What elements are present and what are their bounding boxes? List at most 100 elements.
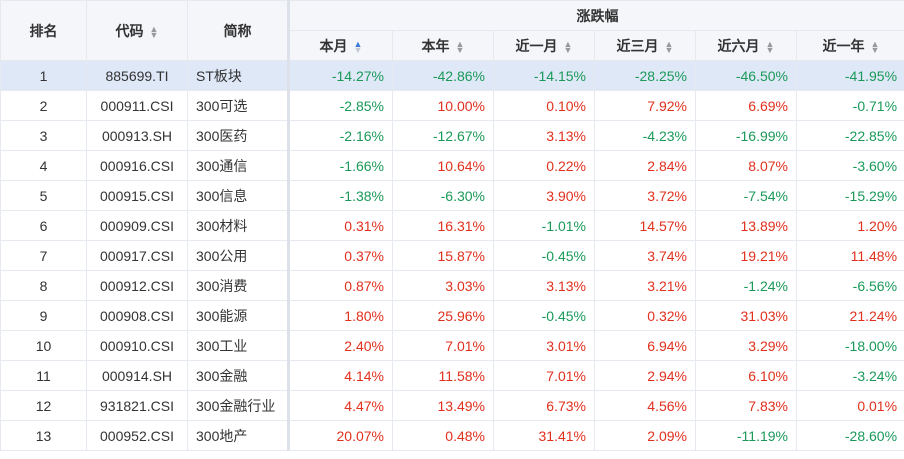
change-cell: -4.23%	[594, 120, 696, 151]
change-cell: -15.29%	[795, 180, 904, 211]
name-cell[interactable]: 300金融	[187, 360, 289, 391]
change-cell: 2.09%	[594, 420, 696, 451]
header-period-3[interactable]: 近三月 ▲ ▼	[594, 30, 696, 61]
code-cell[interactable]: 000914.SH	[86, 360, 188, 391]
change-cell: 7.01%	[392, 330, 494, 361]
change-cell: 7.92%	[594, 90, 696, 121]
sort-icon[interactable]: ▲ ▼	[455, 38, 465, 55]
change-cell: 8.07%	[695, 150, 797, 181]
header-rank-label: 排名	[29, 22, 58, 39]
code-cell[interactable]: 000913.SH	[86, 120, 188, 151]
name-cell[interactable]: 300金融行业	[187, 390, 289, 421]
sort-icon[interactable]: ▲ ▼	[353, 38, 363, 55]
change-cell: 0.48%	[392, 420, 494, 451]
header-period-5[interactable]: 近一年 ▲ ▼	[795, 30, 904, 61]
name-cell[interactable]: 300信息	[187, 180, 289, 211]
sort-icon[interactable]: ▲ ▼	[765, 38, 775, 55]
code-cell[interactable]: 000910.CSI	[86, 330, 188, 361]
table-row[interactable]: 12 931821.CSI 300金融行业 4.47% 13.49% 6.73% 4.56%…	[0, 390, 904, 421]
name-cell[interactable]: 300医药	[187, 120, 289, 151]
code-cell[interactable]: 000917.CSI	[86, 240, 188, 271]
rank-cell: 3	[0, 120, 87, 151]
change-cell: 6.69%	[695, 90, 797, 121]
table-row[interactable]: 10 000910.CSI 300工业 2.40% 7.01% 3.01% 6.94% 3.2…	[0, 330, 904, 361]
change-cell: 0.37%	[287, 240, 393, 271]
table-row[interactable]: 2 000911.CSI 300可选 -2.85% 10.00% 0.10% 7.92% 6.…	[0, 90, 904, 121]
change-cell: -28.25%	[594, 60, 696, 91]
header-period-1[interactable]: 本年 ▲ ▼	[392, 30, 494, 61]
rank-cell: 4	[0, 150, 87, 181]
header-period-label: 近一年	[822, 37, 865, 54]
name-cell[interactable]: 300工业	[187, 330, 289, 361]
code-cell[interactable]: 000908.CSI	[86, 300, 188, 331]
change-cell: 3.13%	[493, 270, 595, 301]
change-cell: 1.80%	[287, 300, 393, 331]
rank-cell: 7	[0, 240, 87, 271]
sort-icon[interactable]: ▲ ▼	[563, 38, 573, 55]
code-cell[interactable]: 885699.TI	[86, 60, 188, 91]
change-cell: 4.47%	[287, 390, 393, 421]
change-cell: -1.24%	[695, 270, 797, 301]
header-code-label: 代码	[115, 22, 144, 39]
table-row[interactable]: 1 885699.TI ST板块 -14.27% -42.86% -14.15% -28.2…	[0, 60, 904, 91]
name-cell[interactable]: 300消费	[187, 270, 289, 301]
change-cell: 3.72%	[594, 180, 696, 211]
table-row[interactable]: 5 000915.CSI 300信息 -1.38% -6.30% 3.90% 3.72% -7…	[0, 180, 904, 211]
name-cell[interactable]: 300通信	[187, 150, 289, 181]
header-period-label: 近六月	[717, 37, 760, 54]
change-cell: 6.94%	[594, 330, 696, 361]
header-period-2[interactable]: 近一月 ▲ ▼	[493, 30, 595, 61]
header-code[interactable]: 代码 ▲ ▼	[86, 0, 188, 61]
table-row[interactable]: 9 000908.CSI 300能源 1.80% 25.96% -0.45% 0.32% 31…	[0, 300, 904, 331]
change-cell: 11.58%	[392, 360, 494, 391]
change-cell: -1.66%	[287, 150, 393, 181]
change-cell: 21.24%	[795, 300, 904, 331]
change-cell: 2.40%	[287, 330, 393, 361]
code-cell[interactable]: 000911.CSI	[86, 90, 188, 121]
change-cell: 31.41%	[493, 420, 595, 451]
header-name: 简称	[187, 0, 289, 61]
name-cell[interactable]: 300公用	[187, 240, 289, 271]
name-cell[interactable]: ST板块	[187, 60, 289, 91]
name-cell[interactable]: 300材料	[187, 210, 289, 241]
table-row[interactable]: 3 000913.SH 300医药 -2.16% -12.67% 3.13% -4.23% -…	[0, 120, 904, 151]
table-row[interactable]: 4 000916.CSI 300通信 -1.66% 10.64% 0.22% 2.84% 8.…	[0, 150, 904, 181]
code-cell[interactable]: 000912.CSI	[86, 270, 188, 301]
table-row[interactable]: 11 000914.SH 300金融 4.14% 11.58% 7.01% 2.94% 6.1…	[0, 360, 904, 391]
header-period-label: 本年	[421, 37, 450, 54]
table-row[interactable]: 7 000917.CSI 300公用 0.37% 15.87% -0.45% 3.74% 19…	[0, 240, 904, 271]
change-cell: -1.01%	[493, 210, 595, 241]
change-cell: 10.00%	[392, 90, 494, 121]
change-cell: -42.86%	[392, 60, 494, 91]
rank-cell: 12	[0, 390, 87, 421]
table-row[interactable]: 6 000909.CSI 300材料 0.31% 16.31% -1.01% 14.57% 1…	[0, 210, 904, 241]
rank-cell: 10	[0, 330, 87, 361]
table-body: 1 885699.TI ST板块 -14.27% -42.86% -14.15% -28.2…	[0, 60, 904, 451]
name-cell[interactable]: 300可选	[187, 90, 289, 121]
change-cell: 3.03%	[392, 270, 494, 301]
name-cell[interactable]: 300地产	[187, 420, 289, 451]
change-cell: 13.89%	[695, 210, 797, 241]
header-period-0[interactable]: 本月 ▲ ▼	[287, 30, 393, 61]
change-cell: -3.24%	[795, 360, 904, 391]
table-row[interactable]: 13 000952.CSI 300地产 20.07% 0.48% 31.41% 2.09% -…	[0, 420, 904, 451]
change-cell: -0.71%	[795, 90, 904, 121]
code-cell[interactable]: 000916.CSI	[86, 150, 188, 181]
code-cell[interactable]: 000915.CSI	[86, 180, 188, 211]
sort-icon[interactable]: ▲ ▼	[870, 38, 880, 55]
rank-cell: 1	[0, 60, 87, 91]
code-cell[interactable]: 931821.CSI	[86, 390, 188, 421]
table-row[interactable]: 8 000912.CSI 300消费 0.87% 3.03% 3.13% 3.21% -1.2…	[0, 270, 904, 301]
name-cell[interactable]: 300能源	[187, 300, 289, 331]
code-cell[interactable]: 000952.CSI	[86, 420, 188, 451]
code-cell[interactable]: 000909.CSI	[86, 210, 188, 241]
change-cell: 0.32%	[594, 300, 696, 331]
change-cell: 13.49%	[392, 390, 494, 421]
header-period-4[interactable]: 近六月 ▲ ▼	[695, 30, 797, 61]
change-cell: -16.99%	[695, 120, 797, 151]
header-period-label: 近三月	[616, 37, 659, 54]
sort-icon[interactable]: ▲ ▼	[149, 23, 159, 40]
rank-cell: 5	[0, 180, 87, 211]
sort-icon[interactable]: ▲ ▼	[664, 38, 674, 55]
rank-cell: 6	[0, 210, 87, 241]
